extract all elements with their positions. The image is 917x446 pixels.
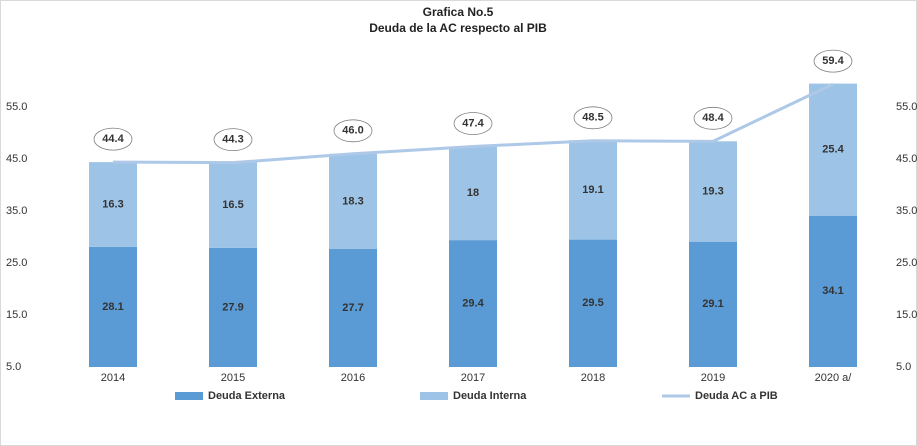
line-data-label: 48.4	[702, 112, 724, 124]
y2-tick-label: 35.0	[896, 205, 917, 217]
y-tick-label: 25.0	[6, 257, 27, 269]
x-tick-label: 2018	[581, 372, 605, 384]
bar-segment	[689, 141, 737, 242]
x-tick-label: 2016	[341, 372, 365, 384]
x-tick-label: 2017	[461, 372, 485, 384]
data-label: 28.1	[102, 301, 123, 313]
data-label: 16.5	[222, 199, 243, 211]
bar-segment	[329, 153, 377, 249]
y-tick-label: 35.0	[6, 205, 27, 217]
bar-segment	[569, 239, 617, 367]
y-tick-label: 55.0	[6, 101, 27, 113]
bar-segment	[329, 248, 377, 367]
data-label: 25.4	[822, 144, 844, 156]
y2-tick-label: 25.0	[896, 257, 917, 269]
x-tick-label: 2020 a/	[815, 372, 853, 384]
legend-swatch	[175, 392, 203, 400]
data-label: 29.1	[702, 298, 723, 310]
bar-segment	[569, 140, 617, 240]
y-tick-label: 45.0	[6, 153, 27, 165]
label-bubble	[573, 106, 613, 130]
y2-tick-label: 55.0	[896, 101, 917, 113]
line-data-label: 59.4	[822, 55, 844, 67]
chart-subtitle: Deuda de la AC respecto al PIB	[369, 21, 547, 35]
bar-segment	[449, 240, 497, 367]
line-series	[112, 82, 834, 165]
data-label: 29.5	[582, 297, 603, 309]
line-data-label: 44.3	[222, 134, 243, 146]
bar-segment	[89, 246, 137, 367]
legend-label: Deuda Externa	[208, 390, 286, 402]
legend-swatch	[420, 392, 448, 400]
x-tick-label: 2015	[221, 372, 245, 384]
bar-segment	[449, 146, 497, 241]
label-bubble	[93, 127, 133, 151]
data-label: 34.1	[822, 285, 843, 297]
label-bubble	[693, 106, 733, 130]
label-bubble	[813, 49, 853, 73]
bar-segment	[689, 241, 737, 367]
legend-label: Deuda AC a PIB	[695, 390, 778, 402]
data-label: 19.1	[582, 184, 603, 196]
bar-segment	[89, 162, 137, 247]
data-label: 18	[467, 187, 479, 199]
bar-segment	[209, 247, 257, 367]
legend-label: Deuda Interna	[453, 390, 527, 402]
label-bubble	[453, 112, 493, 135]
label-bubble	[213, 128, 253, 152]
chart-title: Grafica No.5	[423, 5, 494, 19]
bar-segment	[809, 83, 857, 216]
y2-tick-label: 5.0	[896, 361, 911, 373]
data-label: 29.4	[462, 297, 484, 309]
y-tick-label: 15.0	[6, 309, 27, 321]
line-data-label: 47.4	[462, 117, 484, 129]
y2-tick-label: 15.0	[896, 309, 917, 321]
bar-segment	[809, 215, 857, 367]
data-label: 27.9	[222, 301, 243, 313]
data-label: 16.3	[102, 198, 123, 210]
y2-tick-label: 45.0	[896, 153, 917, 165]
data-label: 27.7	[342, 302, 363, 314]
data-label: 18.3	[342, 195, 363, 207]
label-bubble	[333, 119, 373, 143]
line-data-label: 44.4	[102, 133, 124, 145]
bar-segment	[209, 162, 257, 248]
line-data-label: 46.0	[342, 125, 363, 137]
x-tick-label: 2014	[101, 372, 125, 384]
x-tick-label: 2019	[701, 372, 725, 384]
line-data-label: 48.5	[582, 112, 603, 124]
y-tick-label: 5.0	[6, 361, 21, 373]
data-label: 19.3	[702, 185, 723, 197]
